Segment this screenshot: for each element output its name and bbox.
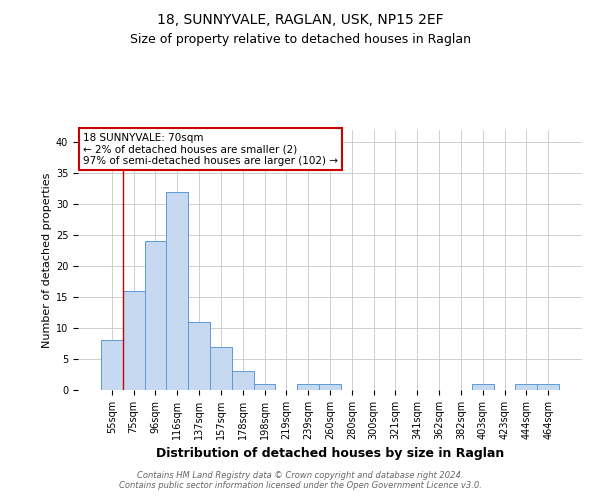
Bar xyxy=(472,384,494,390)
Bar xyxy=(537,384,559,390)
Y-axis label: Number of detached properties: Number of detached properties xyxy=(41,172,52,348)
Bar xyxy=(101,340,123,390)
Text: Contains HM Land Registry data © Crown copyright and database right 2024.
Contai: Contains HM Land Registry data © Crown c… xyxy=(119,470,481,490)
Text: Size of property relative to detached houses in Raglan: Size of property relative to detached ho… xyxy=(130,32,470,46)
Bar xyxy=(145,242,166,390)
Bar xyxy=(188,322,210,390)
Bar xyxy=(297,384,319,390)
Bar xyxy=(319,384,341,390)
Bar xyxy=(232,372,254,390)
Bar xyxy=(515,384,537,390)
Text: 18, SUNNYVALE, RAGLAN, USK, NP15 2EF: 18, SUNNYVALE, RAGLAN, USK, NP15 2EF xyxy=(157,12,443,26)
Bar xyxy=(210,346,232,390)
X-axis label: Distribution of detached houses by size in Raglan: Distribution of detached houses by size … xyxy=(156,448,504,460)
Bar xyxy=(254,384,275,390)
Bar xyxy=(166,192,188,390)
Text: 18 SUNNYVALE: 70sqm
← 2% of detached houses are smaller (2)
97% of semi-detached: 18 SUNNYVALE: 70sqm ← 2% of detached hou… xyxy=(83,132,338,166)
Bar xyxy=(123,291,145,390)
